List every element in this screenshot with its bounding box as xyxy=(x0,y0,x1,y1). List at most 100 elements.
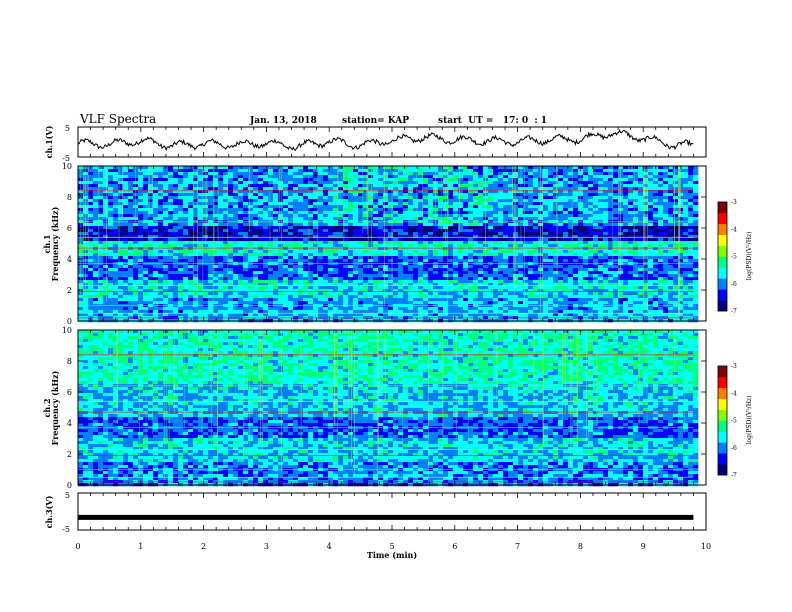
spectrogram-cell xyxy=(383,166,389,170)
spectrogram-cell xyxy=(498,211,504,215)
spectrogram-cell xyxy=(478,238,484,242)
spectrogram-cell xyxy=(328,169,334,173)
spectrogram-cell xyxy=(283,274,289,278)
spectrogram-cell xyxy=(628,193,634,197)
spectrogram-cell xyxy=(458,172,464,176)
spectrogram-cell xyxy=(663,250,669,254)
spectrogram-cell xyxy=(323,271,329,275)
spectrogram-cell xyxy=(628,181,634,185)
spectrogram-cell xyxy=(578,256,584,260)
spectrogram-cell xyxy=(608,274,614,278)
spectrogram-cell xyxy=(558,241,564,245)
spectrogram-cell xyxy=(163,187,169,191)
spectrogram-cell xyxy=(128,172,134,176)
spectrogram-cell xyxy=(153,181,159,185)
spectrogram-cell xyxy=(548,253,554,257)
spectrogram-cell xyxy=(508,277,514,281)
spectrogram-cell xyxy=(673,247,679,251)
spectrogram-cell xyxy=(438,193,444,197)
spectrogram-cell xyxy=(403,241,409,245)
spectrogram-cell xyxy=(153,247,159,251)
spectrogram-cell xyxy=(348,205,354,209)
spectrogram-cell xyxy=(263,241,269,245)
spectrogram-cell xyxy=(313,274,319,278)
spectrogram-cell xyxy=(128,214,134,218)
spectrogram-cell xyxy=(303,277,309,281)
spectrogram-cell xyxy=(113,187,119,191)
spectrogram-cell xyxy=(388,253,394,257)
spectrogram-cell xyxy=(318,229,324,233)
spectrogram-cell xyxy=(578,265,584,269)
spectrogram-cell xyxy=(263,166,269,170)
spectrogram-cell xyxy=(633,223,639,227)
spectrogram-cell xyxy=(203,202,209,206)
spectrogram-cell xyxy=(418,169,424,173)
spectrogram-cell xyxy=(258,253,264,257)
spectrogram-cell xyxy=(478,223,484,227)
spectrogram-cell xyxy=(673,166,679,170)
spectrogram-cell xyxy=(118,235,124,239)
spectrogram-cell xyxy=(153,241,159,245)
spectrogram-cell xyxy=(418,280,424,284)
spectrogram-cell xyxy=(178,235,184,239)
spectrogram-cell xyxy=(528,277,534,281)
spectrogram-cell xyxy=(303,241,309,245)
spectrogram-cell xyxy=(418,223,424,227)
spectrogram-cell xyxy=(178,271,184,275)
spectrogram-cell xyxy=(458,232,464,236)
spectrogram-cell xyxy=(358,181,364,185)
spectrogram-cell xyxy=(578,223,584,227)
spectrogram-cell xyxy=(228,232,234,236)
spectrogram-cell xyxy=(363,226,369,230)
spectrogram-cell xyxy=(293,169,299,173)
spectrogram-cell xyxy=(558,166,564,170)
spectrogram-cell xyxy=(233,190,239,194)
spectrogram-cell xyxy=(408,277,414,281)
spectrogram-cell xyxy=(108,178,114,182)
spectrogram-cell xyxy=(158,169,164,173)
spectrogram-cell xyxy=(218,238,224,242)
spectrogram-cell xyxy=(543,268,549,272)
spectrogram-cell xyxy=(98,232,104,236)
spectrogram-cell xyxy=(303,178,309,182)
spectrogram-cell xyxy=(473,178,479,182)
spectrogram-cell xyxy=(268,250,274,254)
spectrogram-cell xyxy=(533,268,539,272)
spectrogram-cell xyxy=(493,205,499,209)
spectrogram-cell xyxy=(603,223,609,227)
spectrogram-cell xyxy=(263,178,269,182)
spectrogram-cell xyxy=(413,229,419,233)
spectrogram-cell xyxy=(353,187,359,191)
spectrogram-cell xyxy=(613,229,619,233)
spectrogram-cell xyxy=(653,232,659,236)
spectrogram-cell xyxy=(693,178,699,182)
spectrogram-cell xyxy=(488,277,494,281)
spectrogram-cell xyxy=(378,235,384,239)
spectrogram-cell xyxy=(208,265,214,269)
spectrogram-cell xyxy=(148,277,154,281)
spectrogram-cell xyxy=(348,265,354,269)
spectrogram-cell xyxy=(108,181,114,185)
spectrogram-cell xyxy=(293,199,299,203)
spectrogram-cell xyxy=(263,196,269,200)
spectrogram-cell xyxy=(668,265,674,269)
spectrogram-cell xyxy=(668,247,674,251)
spectrogram-cell xyxy=(118,166,124,170)
spectrogram-cell xyxy=(278,169,284,173)
spectrogram-cell xyxy=(143,223,149,227)
spectrogram-cell xyxy=(328,175,334,179)
spectrogram-cell xyxy=(108,232,114,236)
spectrogram-cell xyxy=(293,223,299,227)
spectrogram-cell xyxy=(158,283,164,287)
spectrogram-cell xyxy=(208,271,214,275)
spectrogram-cell xyxy=(638,229,644,233)
spectrogram-cell xyxy=(243,238,249,242)
spectrogram-cell xyxy=(143,217,149,221)
spectrogram-cell xyxy=(418,208,424,212)
spectrogram-cell xyxy=(163,217,169,221)
spectrogram-cell xyxy=(608,169,614,173)
spectrogram-cell xyxy=(678,259,684,263)
spectrogram-cell xyxy=(358,232,364,236)
spectrogram-cell xyxy=(383,196,389,200)
spectrogram-cell xyxy=(123,253,129,257)
